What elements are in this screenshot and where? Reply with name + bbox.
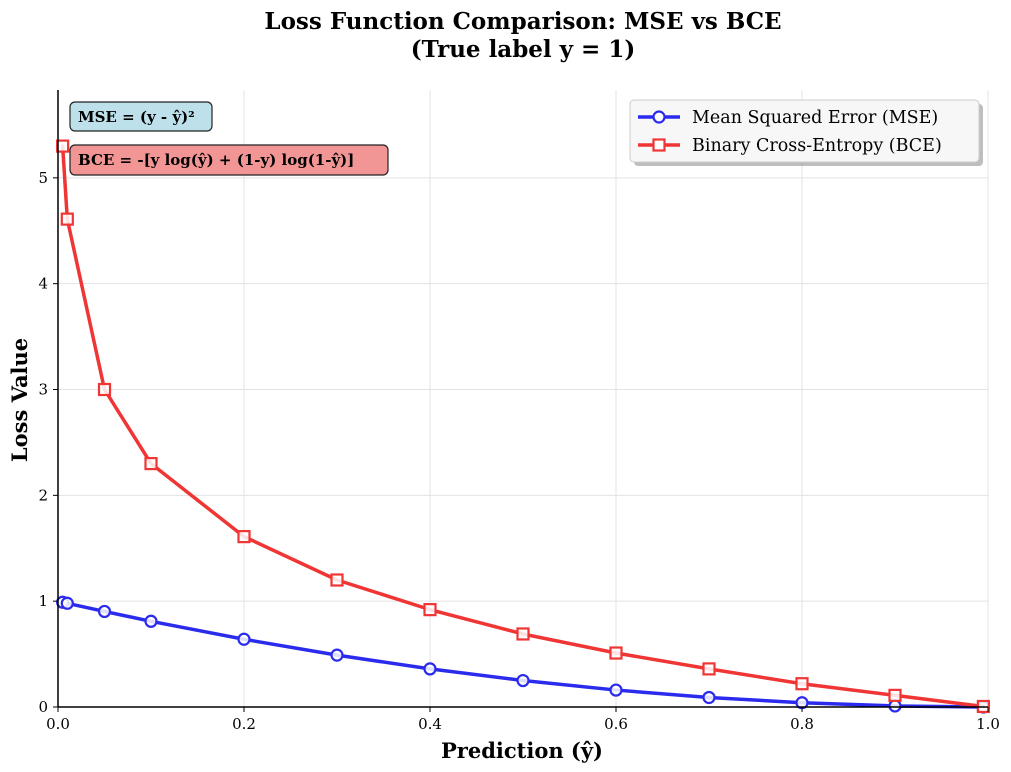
- mse-formula-box: [69, 101, 213, 132]
- legend-marker-bce: [652, 138, 666, 152]
- series-bce: [56, 139, 990, 714]
- bce-data-point: [56, 139, 70, 153]
- bce-data-point: [237, 530, 251, 544]
- bce-data-point: [144, 456, 158, 471]
- chart-title-line-1: Loss Function Comparison: MSE vs BCE: [264, 8, 781, 35]
- bce-formula-text: BCE = -[y log(ŷ) + (1-y) log(1-ŷ)]: [78, 151, 354, 169]
- mse-data-point: [609, 683, 623, 697]
- x-axis-label: Prediction (ŷ): [441, 738, 603, 763]
- bce-formula-annotation: BCE = -[y log(ŷ) + (1-y) log(1-ŷ)]: [69, 144, 389, 176]
- grid: [57, 90, 989, 708]
- legend-label-bce: Binary Cross-Entropy (BCE): [692, 136, 942, 156]
- mse-data-point: [423, 662, 437, 676]
- x-tick-label: 1.0: [976, 715, 1000, 733]
- mse-data-point: [237, 632, 251, 646]
- mse-data-point: [97, 604, 112, 619]
- bce-data-point: [516, 627, 530, 641]
- bce-data-point: [609, 646, 623, 660]
- series-layer: [56, 139, 990, 714]
- mse-formula-annotation: MSE = (y - ŷ)²: [69, 101, 213, 132]
- y-tick-label: 2: [38, 486, 48, 504]
- y-tick-label: 4: [38, 275, 48, 293]
- mse-data-point: [516, 673, 530, 688]
- bce-line: [60, 144, 986, 709]
- chart-title-line-2: (True label y = 1): [411, 36, 635, 63]
- legend-marker-mse: [652, 110, 666, 124]
- y-tick-label: 1: [38, 592, 48, 610]
- y-tick-label: 3: [38, 381, 48, 399]
- y-tick-label: 5: [38, 169, 48, 187]
- legend: Mean Squared Error (MSE) Binary Cross-En…: [629, 99, 983, 166]
- mse-data-point: [330, 648, 344, 662]
- legend-item-bce: Binary Cross-Entropy (BCE): [638, 136, 942, 156]
- bce-data-point: [330, 573, 344, 587]
- y-tick-label: 0: [38, 698, 48, 716]
- bce-data-point: [888, 688, 902, 702]
- bce-data-point: [795, 677, 809, 691]
- mse-data-point: [702, 690, 716, 705]
- mse-data-point: [60, 596, 74, 610]
- legend-label-mse: Mean Squared Error (MSE): [692, 108, 938, 128]
- x-tick-label: 0.6: [604, 715, 628, 733]
- legend-item-mse: Mean Squared Error (MSE): [638, 108, 938, 128]
- axes: [57, 90, 988, 708]
- bce-data-point: [97, 382, 112, 397]
- mse-formula-text: MSE = (y - ŷ)²: [78, 108, 195, 126]
- ticks: 0.0 0.2 0.4 0.6 0.8 1.0 0 1 2 3 4 5: [38, 169, 999, 733]
- bce-data-point: [60, 212, 74, 226]
- y-axis-label: Loss Value: [7, 338, 32, 462]
- x-tick-label: 0.0: [46, 715, 70, 733]
- x-tick-label: 0.2: [232, 715, 256, 733]
- bce-formula-box: [69, 144, 389, 176]
- bce-data-point: [702, 662, 716, 676]
- x-tick-label: 0.8: [790, 715, 814, 733]
- mse-data-point: [144, 614, 158, 628]
- mse-data-point: [888, 699, 902, 713]
- legend-frame: [629, 99, 980, 163]
- series-mse: [56, 595, 990, 714]
- x-tick-label: 0.4: [418, 715, 442, 733]
- bce-data-point: [423, 603, 437, 617]
- mse-line: [60, 600, 986, 709]
